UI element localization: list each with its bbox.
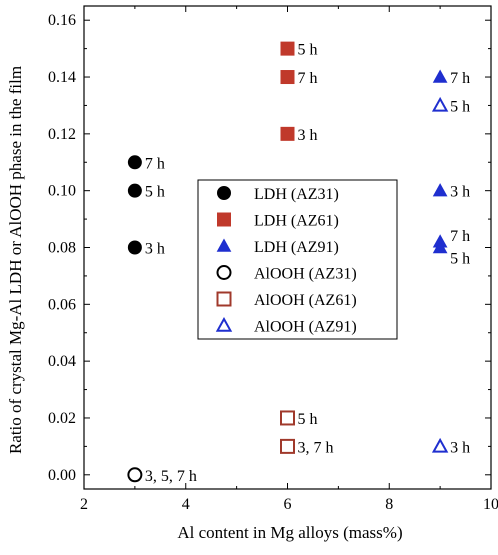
- data-point: [431, 437, 449, 453]
- points-group: 7 h 5 h 3 h 5 h 7 h 3 h 7 h 3 h 7 h 5 h 3, 5, 7 h 5…: [127, 41, 470, 485]
- y-tick-label: 0.06: [48, 296, 76, 313]
- x-tick-label: 8: [385, 496, 393, 513]
- point-label: 7 h: [145, 155, 165, 172]
- legend-marker: [216, 238, 232, 252]
- legend-label: LDH (AZ31): [254, 186, 339, 203]
- legend-label: AlOOH (AZ61): [254, 292, 357, 309]
- legend: LDH (AZ31) LDH (AZ61) LDH (AZ91) AlOOH (AZ3…: [197, 179, 398, 340]
- data-point: [127, 183, 142, 198]
- legend-box: [197, 179, 398, 340]
- x-tick-label: 10: [483, 496, 498, 513]
- legend-marker: [216, 291, 232, 307]
- x-tick-label: 4: [182, 496, 190, 513]
- data-point: [432, 239, 448, 254]
- point-label: 3 h: [450, 439, 470, 456]
- data-point: [127, 467, 143, 483]
- data-point: [127, 240, 142, 255]
- point-label: 3 h: [298, 127, 318, 144]
- data-point: [280, 126, 295, 141]
- y-tick-label: 0.10: [48, 183, 76, 200]
- ticks-group: 2 4 6 8 10 0.00 0.02 0.04 0.06 0.08 0.10 0.12 0.14 0.…: [48, 6, 498, 513]
- data-point: [280, 438, 295, 454]
- point-label: 5 h: [298, 411, 318, 428]
- y-tick-label: 0.14: [48, 69, 76, 86]
- x-tick-label: 6: [284, 496, 292, 513]
- y-tick-label: 0.00: [48, 467, 76, 484]
- legend-label: LDH (AZ61): [254, 213, 339, 230]
- legend-marker: [216, 265, 232, 280]
- y-axis-label: Ratio of crystal Mg-Al LDH or AlOOH phas…: [6, 66, 25, 454]
- y-tick-label: 0.12: [48, 126, 76, 143]
- y-tick-label: 0.16: [48, 12, 76, 29]
- data-point: [432, 69, 448, 83]
- point-label: 3, 7 h: [298, 439, 334, 456]
- x-axis-label: Al content in Mg alloys (mass%): [177, 523, 402, 542]
- point-label: 5 h: [145, 184, 165, 201]
- point-label: 7 h: [450, 228, 470, 245]
- data-point: [127, 155, 142, 170]
- point-label: 3 h: [145, 241, 165, 258]
- point-label: 5 h: [298, 42, 318, 59]
- data-point: [280, 410, 295, 426]
- point-label: 3, 5, 7 h: [145, 468, 197, 485]
- point-label: 7 h: [298, 70, 318, 87]
- data-point: [280, 41, 295, 56]
- y-tick-label: 0.02: [48, 410, 76, 427]
- point-label: 5 h: [450, 251, 470, 268]
- point-label: 3 h: [450, 184, 470, 201]
- legend-label: AlOOH (AZ91): [254, 319, 357, 336]
- legend-label: LDH (AZ91): [254, 239, 339, 256]
- data-point: [432, 183, 448, 197]
- data-point: [431, 96, 449, 112]
- point-label: 5 h: [450, 98, 470, 115]
- y-tick-label: 0.04: [48, 353, 76, 370]
- legend-marker: [217, 186, 231, 200]
- legend-marker: [217, 212, 231, 227]
- legend-label: AlOOH (AZ31): [254, 266, 357, 283]
- data-point: [280, 70, 295, 85]
- point-label: 7 h: [450, 70, 470, 87]
- legend-marker: [215, 316, 233, 332]
- y-tick-label: 0.08: [48, 240, 76, 257]
- x-tick-label: 2: [80, 496, 88, 513]
